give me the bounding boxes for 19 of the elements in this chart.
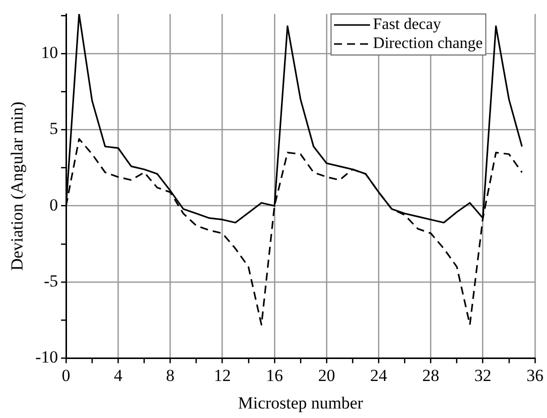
legend-label: Direction change — [373, 35, 483, 52]
y-tick-label: -10 — [35, 348, 58, 367]
x-tick-label: 4 — [114, 366, 123, 385]
y-tick-label: 5 — [50, 119, 58, 138]
y-tick-label: 10 — [41, 43, 58, 62]
legend-label: Fast decay — [373, 16, 442, 34]
x-axis-title: Microstep number — [238, 393, 364, 412]
x-tick-label: 32 — [474, 366, 492, 385]
x-tick-label: 12 — [214, 366, 231, 385]
x-tick-label: 8 — [166, 366, 175, 385]
x-tick-label: 24 — [370, 366, 388, 385]
x-tick-label: 0 — [62, 366, 70, 385]
y-axis-title: Deviation (Angular min) — [8, 102, 27, 271]
x-tick-label: 16 — [266, 366, 283, 385]
y-tick-label: 0 — [50, 195, 58, 214]
x-tick-label: 36 — [526, 366, 544, 385]
y-tick-label: -5 — [44, 272, 58, 291]
x-tick-label: 20 — [318, 366, 336, 385]
x-tick-label: 28 — [422, 366, 440, 385]
